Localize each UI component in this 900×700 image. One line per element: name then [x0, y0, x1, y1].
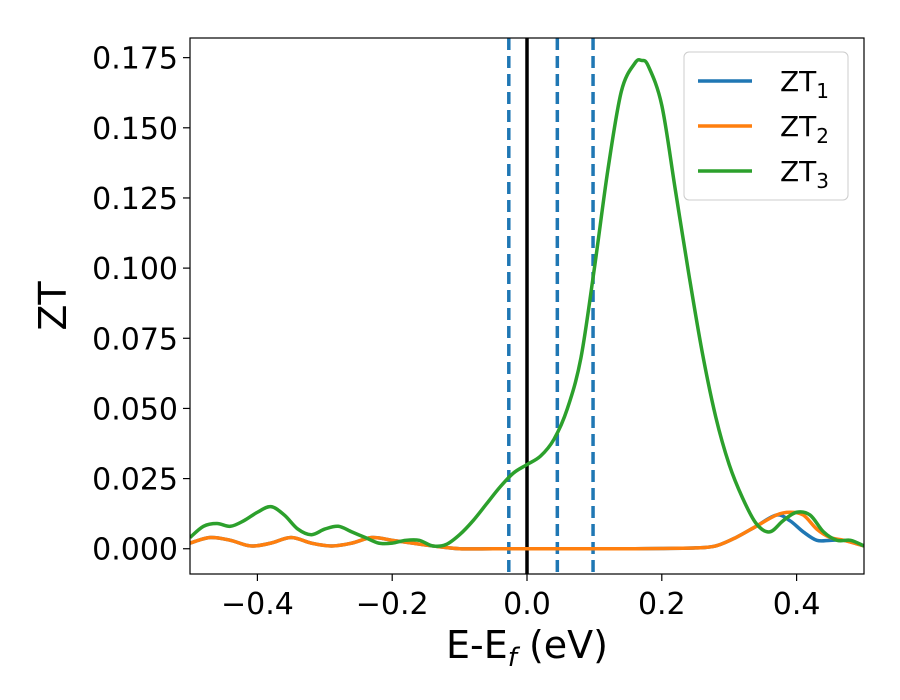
y-axis-ticks: 0.000 0.025 0.050 0.075 0.100 0.125 0.150 0.175 — [92, 42, 190, 568]
y-tick-label: 0.000 — [92, 533, 178, 568]
x-tick-label: −0.4 — [221, 587, 294, 622]
legend-label-zt3: ZT3 — [780, 155, 829, 193]
legend-box — [683, 51, 849, 201]
y-tick-label: 0.100 — [92, 252, 178, 287]
series-lines — [190, 57, 864, 551]
y-tick-label: 0.150 — [92, 112, 178, 147]
x-tick-label: 0.0 — [503, 587, 551, 622]
x-tick-label: −0.2 — [356, 587, 429, 622]
y-axis-label: ZT — [31, 281, 75, 331]
y-tick-label: 0.125 — [92, 182, 178, 217]
vertical-marker-lines — [507, 38, 595, 574]
y-tick-label: 0.075 — [92, 322, 178, 357]
x-axis-ticks: −0.4 −0.2 0.0 0.2 0.4 — [221, 574, 820, 622]
series-line-zt2 — [190, 510, 864, 551]
y-tick-label: 0.175 — [92, 42, 178, 77]
series-line-zt3 — [190, 57, 864, 549]
x-axis-label: E-Ef (eV) — [446, 623, 608, 673]
legend-label-zt2: ZT2 — [780, 110, 829, 148]
legend: ZT1 ZT2 ZT3 — [683, 51, 849, 201]
y-tick-label: 0.025 — [92, 463, 178, 498]
x-tick-label: 0.4 — [773, 587, 821, 622]
legend-label-zt1: ZT1 — [780, 65, 829, 103]
y-tick-label: 0.050 — [92, 392, 178, 427]
x-tick-label: 0.2 — [638, 587, 686, 622]
